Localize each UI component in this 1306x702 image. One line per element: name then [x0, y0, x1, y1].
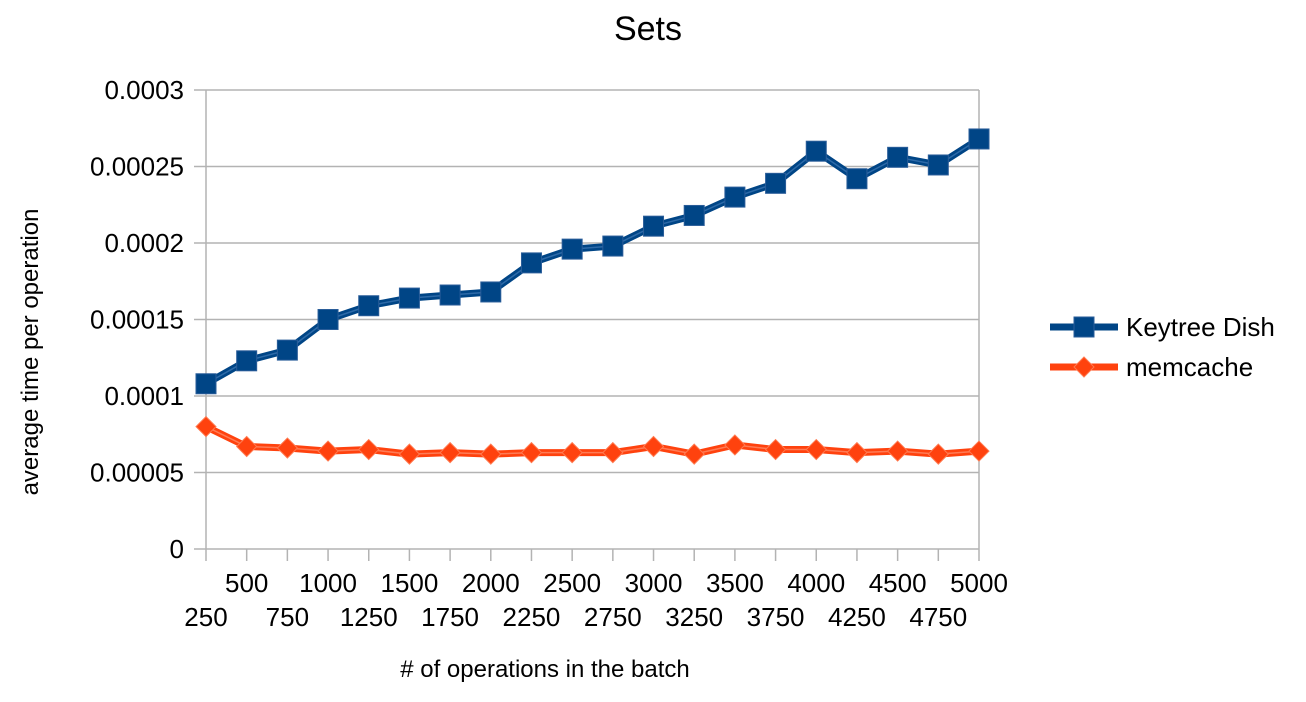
data-point	[561, 441, 583, 464]
data-point	[358, 438, 380, 461]
data-point	[643, 215, 665, 237]
data-point	[276, 437, 299, 459]
x-tick-label: 500	[225, 568, 268, 598]
data-point	[480, 443, 502, 465]
x-tick-label: 4250	[828, 602, 886, 632]
x-tick-label: 4500	[869, 568, 927, 598]
grid-lines	[194, 89, 979, 550]
legend-item: Keytree Dish	[1050, 312, 1275, 342]
data-point	[968, 440, 990, 462]
y-tick-label: 0.00005	[90, 458, 184, 488]
data-point	[317, 309, 339, 330]
data-point	[846, 168, 868, 190]
data-point	[276, 339, 298, 361]
data-point	[683, 204, 705, 226]
x-tick-label: 1250	[340, 602, 398, 632]
y-axis-label: average time per operation	[17, 209, 44, 496]
data-point	[724, 186, 746, 208]
data-point	[358, 295, 380, 317]
x-tick-label: 4000	[787, 568, 845, 598]
data-point	[195, 415, 217, 438]
x-tick-label: 2750	[584, 602, 642, 632]
data-point	[683, 443, 705, 465]
legend-marker	[1073, 356, 1095, 378]
data-point	[968, 128, 990, 150]
x-tick-label: 3000	[625, 568, 683, 598]
data-point	[439, 284, 461, 306]
x-tick-label: 250	[184, 602, 227, 632]
legend: Keytree Dish memcache	[1050, 312, 1275, 382]
x-axis-label: # of operations in the batch	[400, 656, 690, 683]
legend-label: memcache	[1126, 352, 1253, 382]
data-point	[805, 438, 827, 461]
data-point	[927, 443, 950, 465]
data-point	[765, 172, 787, 194]
y-tick-label: 0.00015	[90, 305, 184, 335]
data-point	[439, 441, 461, 464]
data-point	[846, 441, 868, 464]
x-tick-label: 2000	[462, 568, 520, 598]
legend-label: Keytree Dish	[1126, 312, 1275, 342]
y-tick-label: 0.0002	[104, 228, 184, 258]
data-point	[642, 435, 665, 458]
x-tick-label: 1750	[421, 602, 479, 632]
x-tick-label: 3250	[665, 602, 723, 632]
y-tick-label: 0	[170, 534, 184, 564]
data-point	[398, 443, 421, 465]
y-tick-label: 0.00025	[90, 152, 184, 182]
x-tick-label: 3750	[747, 602, 805, 632]
legend-item: memcache	[1050, 352, 1253, 382]
data-point	[195, 373, 217, 395]
x-tick-label: 1000	[299, 568, 357, 598]
x-tick-label: 2250	[503, 602, 561, 632]
legend-marker	[1073, 316, 1095, 338]
data-point	[724, 434, 746, 456]
series-memcache	[195, 415, 990, 465]
data-point	[805, 140, 827, 162]
y-tick-labels: 0 0.00005 0.0001 0.00015 0.0002 0.00025 0.0003	[90, 75, 184, 564]
series-keytree-dish	[195, 128, 990, 395]
data-point	[602, 441, 624, 464]
x-tick-label: 1500	[380, 568, 438, 598]
series-group	[195, 128, 990, 465]
x-tick-label: 3500	[706, 568, 764, 598]
x-tick-label: 2500	[543, 568, 601, 598]
data-point	[927, 154, 949, 176]
data-point	[317, 440, 339, 462]
data-point	[520, 441, 543, 464]
data-point	[887, 146, 909, 168]
data-point	[236, 350, 258, 372]
data-point	[520, 252, 542, 274]
data-point	[235, 435, 258, 458]
x-tick-label: 5000	[950, 568, 1008, 598]
axes	[205, 90, 980, 561]
data-point	[398, 287, 420, 309]
data-point	[886, 440, 909, 462]
data-point	[602, 235, 624, 257]
chart-title: Sets	[614, 10, 682, 48]
data-point	[480, 281, 502, 303]
y-tick-label: 0.0003	[104, 75, 184, 105]
x-tick-label: 4750	[909, 602, 967, 632]
data-point	[561, 238, 583, 260]
y-tick-label: 0.0001	[104, 381, 184, 411]
x-tick-labels: 250 500 750 1000 1250 1500 1750 2000 2250 2500 275…	[184, 568, 1008, 632]
x-tick-label: 750	[266, 602, 309, 632]
data-point	[764, 438, 787, 461]
